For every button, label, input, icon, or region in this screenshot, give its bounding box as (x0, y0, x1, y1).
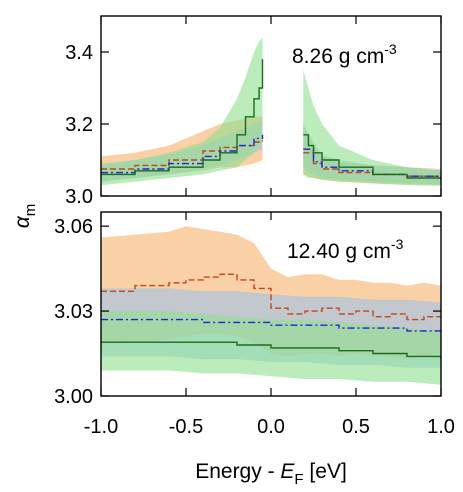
panel-0-ytick-label-0: 3.0 (65, 186, 93, 208)
xtick-label-0: -1.0 (84, 416, 118, 438)
bottom-panel-plot (101, 226, 441, 385)
top-panel-plot (101, 37, 441, 186)
panel-0-series-group (101, 37, 441, 186)
panel-0-ytick-label-1: 3.2 (65, 114, 93, 136)
x-axis-label: Energy - EF [eV] (195, 460, 347, 488)
panel-1-ytick-label-0: 3.00 (54, 386, 93, 408)
top-panel-annotation: 8.26 g cm-3 (292, 41, 397, 68)
panel-0-green-band-1 (303, 70, 441, 186)
panel-1-ytick-label-1: 3.03 (54, 301, 93, 323)
xtick-label-1: -0.5 (169, 416, 203, 438)
panel-1-series-group (101, 226, 441, 385)
panel-0-green-line-1 (303, 134, 441, 180)
panel-0-green-band-0 (101, 37, 263, 186)
xtick-label-4: 1.0 (427, 416, 455, 438)
panel-1-ytick-label-2: 3.06 (54, 216, 93, 238)
panel-1-orange-line-0 (101, 273, 441, 321)
panel-1-blue-line-0 (101, 318, 441, 332)
xtick-label-2: 0.0 (257, 416, 285, 438)
panel-1-green-line-0 (101, 341, 441, 360)
bottom-panel-annotation: 12.40 g cm-3 (287, 236, 404, 263)
panel-0-ytick-label-2: 3.4 (65, 42, 93, 64)
panel-0-green-line-0 (101, 59, 264, 176)
xtick-label-3: 0.5 (342, 416, 370, 438)
y-axis-label: αm (11, 204, 39, 228)
axis-ticks: 3.0 3.2 3.4 3.00 3.03 3.06 -1.0 -0.5 0.0 0.5 1.0 (54, 16, 455, 438)
